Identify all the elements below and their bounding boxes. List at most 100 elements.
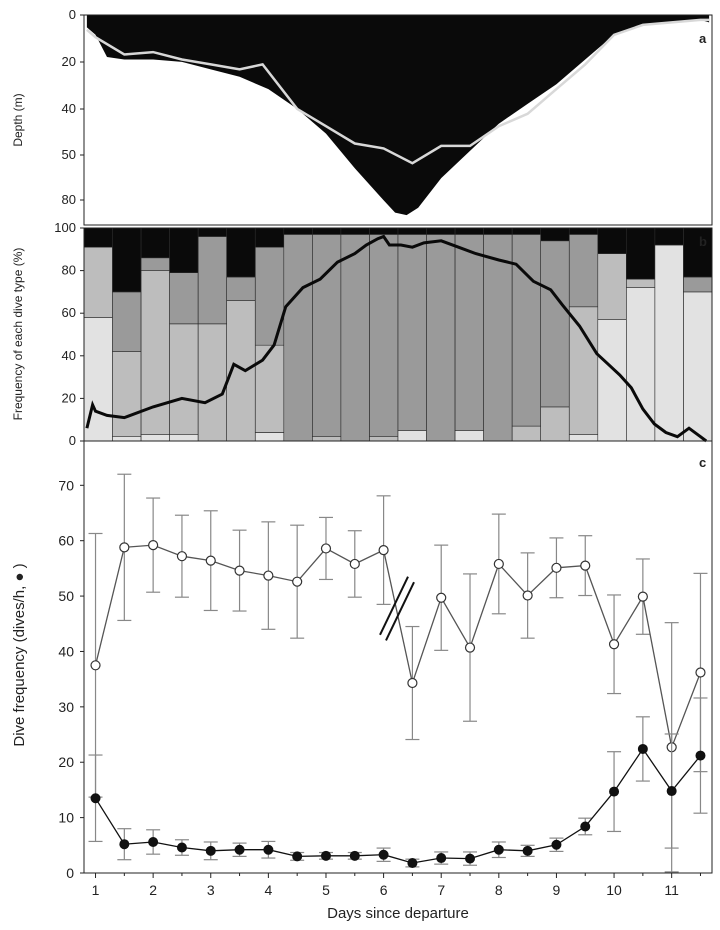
filled-circle-point (320, 850, 331, 861)
open-circle-point (695, 667, 706, 678)
panel-c-letter: c (699, 455, 706, 470)
panel-c-x-tick-label: 8 (495, 882, 503, 898)
dive-type-bar-segment (654, 244, 684, 442)
open-circle-point (580, 560, 591, 571)
panel-a-letter: a (699, 31, 707, 46)
panel-b-y-tick-label: 40 (62, 348, 76, 363)
open-circle-point (320, 543, 332, 554)
open-circle-point (407, 677, 418, 689)
dive-type-bar-segment (454, 227, 484, 235)
filled-series-line (94, 747, 702, 864)
open-circle-point (148, 540, 159, 551)
dive-type-bar-segment (312, 234, 342, 437)
open-circle-point (176, 551, 188, 562)
filled-circle-point (666, 786, 677, 797)
open-circle-point (119, 542, 130, 553)
filled-circle-point (580, 821, 591, 832)
filled-circle-point (292, 851, 303, 862)
filled-circle-point (349, 850, 360, 861)
dive-type-bar-segment (112, 436, 142, 442)
filled-circle-point (493, 844, 504, 855)
filled-circle-point (378, 849, 389, 860)
dive-type-bar-segment (369, 436, 399, 442)
dive-type-bar-segment (683, 276, 713, 293)
dive-type-bar-segment (540, 227, 570, 242)
panel-a-y-tick-label: 20 (62, 54, 76, 69)
dive-type-bar-segment (454, 234, 484, 431)
panel-b-y-tick-label: 60 (62, 305, 76, 320)
dive-type-bar-segment (83, 227, 113, 248)
open-circle-point (378, 545, 389, 556)
open-circle-point (90, 660, 101, 671)
panel-b-letter: b (699, 234, 707, 249)
dive-type-bar-segment (626, 227, 656, 280)
panel-a-y-tick-label: 0 (69, 7, 76, 22)
dive-type-bar-segment (255, 227, 285, 248)
open-circle-point (234, 565, 245, 576)
dive-type-bar-segment (597, 253, 627, 320)
dive-type-bar-segment (568, 234, 599, 308)
dive-type-bar-segment (283, 227, 313, 235)
panel-c-y-tick-label: 0 (66, 865, 74, 881)
panel-c-y-axis-label: Dive frequency (dives/h, ● ) (11, 563, 28, 746)
panel-a-y-tick-label: 50 (62, 147, 76, 162)
panel-b-y-tick-label: 80 (62, 263, 76, 278)
dive-type-bar-segment (255, 344, 285, 433)
panel-c-x-ticks: 1 2 3 4 5 6 7 8 9 10 11 (92, 873, 701, 898)
panel-c-y-tick-label: 70 (58, 477, 74, 493)
dive-type-bar-segment (683, 227, 713, 278)
mean-depth-line (86, 18, 710, 165)
panel-c-x-tick-label: 4 (264, 882, 272, 898)
open-circle-point (292, 576, 303, 587)
dive-type-bar-segment (169, 323, 199, 435)
dive-type-bar-segment (140, 434, 170, 442)
filled-circle-point (407, 858, 418, 869)
panel-a-frame (83, 14, 713, 226)
dive-type-bar-segment (312, 436, 342, 442)
panel-c-x-tick-label: 11 (664, 882, 679, 898)
dive-type-bar-segment (597, 319, 627, 442)
panel-a-depth-profile: 0 20 40 50 80 a Depth (m) (11, 7, 713, 226)
dive-type-bar-segment (540, 406, 570, 442)
panel-b-y-ticks: 0 20 40 60 80 100 (54, 220, 84, 448)
dive-type-bar-segment (197, 236, 227, 325)
panel-a-y-tick-label: 40 (62, 101, 76, 116)
filled-circle-point (119, 839, 130, 850)
dive-type-bar-segment (140, 257, 170, 271)
panel-c-x-tick-label: 3 (207, 882, 215, 898)
open-circle-point (637, 591, 648, 602)
filled-circle-point (176, 842, 187, 853)
panel-b-y-axis-label: Frequency of each dive type (%) (11, 248, 25, 421)
dive-type-bar-segment (197, 323, 227, 442)
dive-type-bar-segment (397, 234, 427, 431)
filled-circle-point (90, 793, 101, 804)
dive-type-bar-segment (169, 434, 199, 442)
panel-b-y-tick-label: 20 (62, 390, 76, 405)
panel-b-dive-type-frequency: 0 20 40 60 80 100 b Frequency of each dive ty… (11, 220, 713, 448)
panel-c-dive-frequency: 0 10 20 30 40 50 60 70 1 2 3 4 5 6 7 8 9 10 11 c Dive fre… (11, 440, 713, 922)
open-circle-point (493, 558, 504, 570)
panel-c-x-tick-label: 10 (606, 882, 622, 898)
open-circle-point (263, 570, 274, 581)
dive-type-bar-segment (483, 227, 513, 235)
dive-type-bar-segment (312, 227, 342, 235)
dive-type-bar-segment (568, 434, 599, 442)
dive-type-bar-segment (568, 227, 599, 235)
panel-c-y-tick-label: 50 (58, 588, 74, 604)
dive-type-bar-segment (683, 291, 713, 442)
panel-c-y-tick-label: 60 (58, 533, 74, 549)
dive-type-bar-segment (169, 227, 199, 274)
panel-c-x-tick-label: 9 (553, 882, 561, 898)
panel-b-y-tick-label: 100 (54, 220, 76, 235)
panel-c-y-tick-label: 40 (58, 643, 74, 659)
panel-c-x-tick-label: 1 (92, 882, 100, 898)
open-circle-point (349, 558, 360, 570)
dive-type-bar-segment (540, 240, 570, 408)
panel-c-x-axis-label: Days since departure (327, 905, 469, 922)
dive-type-bar-segment (283, 234, 313, 442)
panel-a-y-tick-label: 80 (62, 192, 76, 207)
panel-c-y-tick-label: 20 (58, 754, 74, 770)
max-depth-area (86, 15, 710, 216)
dive-type-bar-segment (83, 246, 113, 318)
dive-type-bar-segment (226, 227, 256, 278)
